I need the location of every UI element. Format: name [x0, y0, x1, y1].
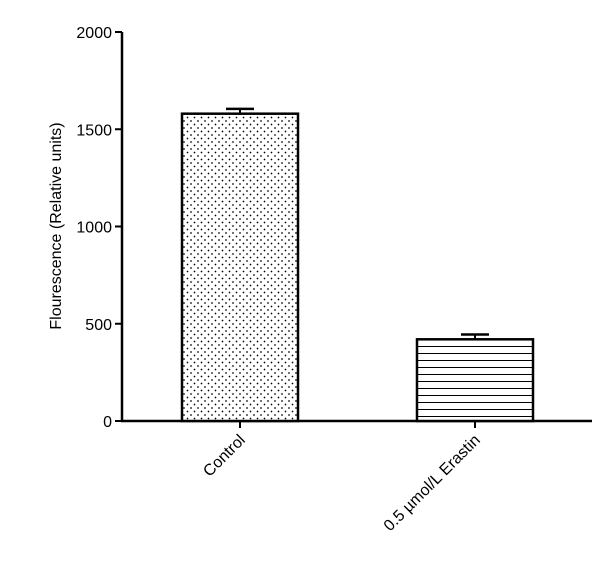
bar-1 — [415, 338, 535, 423]
error-bars — [226, 107, 489, 340]
y-ticks: 0 500 1000 1500 2000 — [76, 25, 122, 431]
y-tick-label: 1000 — [76, 220, 112, 237]
x-tick-label: Control — [200, 432, 248, 480]
x-tick-labels: Control 0.5 µmol/L Erastin — [200, 421, 484, 535]
bar-0 — [180, 112, 300, 423]
y-tick-label: 2000 — [76, 25, 112, 42]
y-tick-label: 500 — [85, 317, 112, 334]
bars — [180, 112, 535, 423]
y-tick-label: 1500 — [76, 122, 112, 139]
y-axis-title: Flourescence (Relative units) — [48, 122, 65, 329]
x-tick-label: 0.5 µmol/L Erastin — [381, 432, 484, 535]
y-tick-label: 0 — [103, 414, 112, 431]
